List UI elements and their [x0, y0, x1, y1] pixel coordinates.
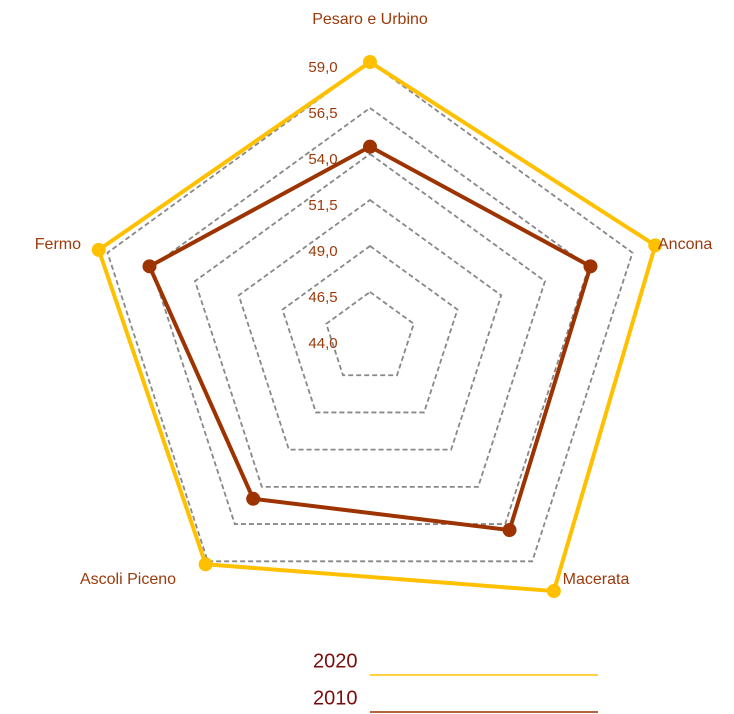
category-label: Ancona: [658, 236, 712, 253]
tick-label: 56,5: [308, 105, 337, 122]
series-marker: [648, 238, 663, 253]
series-marker: [363, 139, 377, 154]
grid-ring: [150, 106, 590, 525]
tick-label: 49,0: [308, 243, 337, 260]
series-marker: [363, 55, 377, 69]
category-label: Fermo: [35, 236, 81, 253]
tick-label: 59,0: [308, 59, 337, 76]
series-marker: [583, 259, 598, 274]
series-line: [146, 144, 593, 533]
tick-label: 44,0: [308, 335, 337, 352]
tick-label: 51,5: [308, 197, 337, 214]
series-marker: [546, 584, 561, 599]
series-marker: [91, 242, 106, 257]
series-marker: [198, 557, 213, 572]
category-label: Macerata: [563, 571, 630, 588]
series-marker: [142, 259, 157, 274]
series-marker: [246, 491, 261, 506]
grid-ring: [237, 198, 503, 451]
category-label: Ascoli Piceno: [80, 571, 176, 588]
series-marker: [502, 523, 517, 538]
grid-ring: [325, 290, 415, 377]
series-line: [96, 59, 658, 594]
grid-ring: [281, 244, 459, 414]
grid-ring: [193, 152, 547, 488]
legend-label: 2010: [313, 687, 358, 709]
grid-ring: [106, 60, 634, 563]
legend-label: 2020: [313, 650, 358, 672]
tick-label: 46,5: [308, 289, 337, 306]
tick-label: 54,0: [308, 151, 337, 168]
category-label: Pesaro e Urbino: [312, 11, 428, 28]
